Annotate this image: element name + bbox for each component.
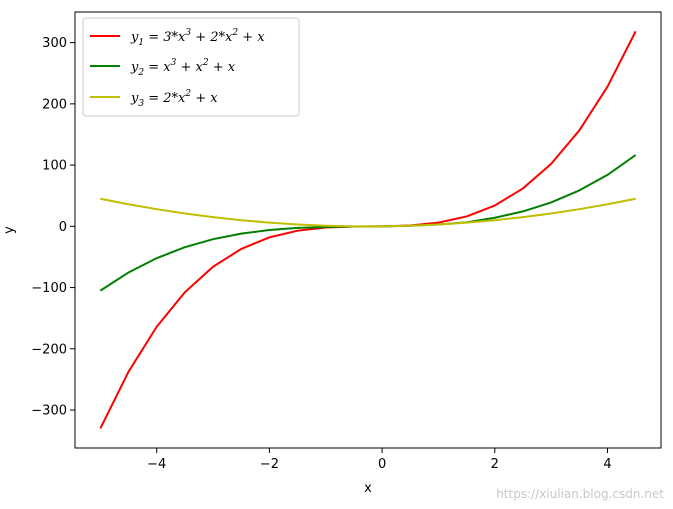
legend-text-part: 2	[231, 28, 238, 38]
legend-text-part: 2	[137, 68, 144, 78]
y-tick-label: 0	[59, 220, 67, 235]
legend-text-part: + x	[191, 91, 218, 106]
legend-label-y2: y2 = x3 + x2 + x	[130, 58, 236, 78]
legend-label-y3: y3 = 2*x2 + x	[130, 89, 218, 109]
series-line-y3	[100, 197, 636, 228]
legend-box	[82, 17, 300, 117]
legend-text-part: y	[130, 60, 139, 75]
x-axis-ticks: −4 −2 0 2 4	[147, 448, 612, 472]
legend-text-part: 1	[138, 38, 144, 48]
x-tick-label: −4	[147, 457, 166, 472]
y-tick-label: −100	[31, 281, 67, 296]
series-layer	[99, 30, 637, 429]
legend-text-part: 2	[184, 89, 191, 99]
plot-area-frame	[74, 11, 662, 449]
y-axis-label: y	[2, 226, 17, 234]
y-tick-label: 300	[42, 36, 67, 51]
legend-label-y1: y1 = 3*x3 + 2*x2 + x	[130, 28, 265, 48]
legend-text-part: y	[130, 91, 139, 106]
legend-text-part: + x	[209, 60, 236, 75]
legend: y1 = 3*x3 + 2*x2 + xy2 = x3 + x2 + xy3 =…	[82, 17, 300, 117]
y-tick-label: −200	[31, 342, 67, 357]
y-tick-label: 100	[42, 159, 67, 174]
legend-text-part: 3	[185, 28, 191, 38]
legend-text-part: 3	[171, 58, 177, 68]
legend-text-part: + x	[238, 30, 265, 45]
legend-text-part: + 2*x	[191, 30, 233, 45]
legend-text-part: 2	[202, 58, 209, 68]
y-tick-label: 200	[42, 97, 67, 112]
legend-text-part: y	[130, 30, 139, 45]
x-tick-label: 4	[603, 457, 611, 472]
legend-text-part: 3	[138, 99, 144, 109]
legend-text-part: = 2*x	[144, 91, 186, 106]
y-tick-label: −300	[31, 404, 67, 419]
legend-text-part: = 3*x	[144, 30, 186, 45]
x-axis-label: x	[364, 481, 372, 496]
series-line-y2	[99, 154, 637, 292]
legend-text-part: = x	[144, 60, 171, 75]
x-tick-label: −2	[260, 457, 279, 472]
x-tick-label: 2	[491, 457, 499, 472]
x-tick-label: 0	[378, 457, 386, 472]
legend-text-part: + x	[176, 60, 203, 75]
y-axis-ticks: −300 −200 −100 0 100 200 300	[31, 36, 75, 419]
watermark-text: https://xiulian.blog.csdn.net	[496, 487, 664, 501]
